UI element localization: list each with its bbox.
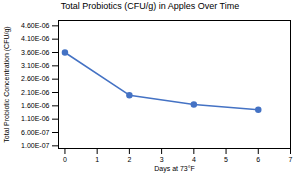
svg-text:7: 7 bbox=[289, 156, 293, 163]
svg-text:6: 6 bbox=[256, 156, 260, 163]
svg-text:1.60E-06: 1.60E-06 bbox=[21, 102, 50, 109]
svg-text:5: 5 bbox=[224, 156, 228, 163]
svg-text:1.00E-07: 1.00E-07 bbox=[21, 142, 50, 149]
svg-text:0: 0 bbox=[63, 156, 67, 163]
svg-text:2: 2 bbox=[127, 156, 131, 163]
svg-text:Total Probiotic Concentration: Total Probiotic Concentration (CFU/g) bbox=[3, 26, 11, 142]
svg-text:3: 3 bbox=[160, 156, 164, 163]
svg-text:4: 4 bbox=[192, 156, 196, 163]
svg-text:2.60E-06: 2.60E-06 bbox=[21, 75, 50, 82]
svg-text:1.10E-06: 1.10E-06 bbox=[21, 115, 50, 122]
svg-text:Days at 73°F: Days at 73°F bbox=[154, 165, 195, 173]
svg-text:4.10E-06: 4.10E-06 bbox=[21, 35, 50, 42]
svg-text:3.10E-06: 3.10E-06 bbox=[21, 62, 50, 69]
svg-text:2.10E-06: 2.10E-06 bbox=[21, 89, 50, 96]
svg-text:4.60E-06: 4.60E-06 bbox=[21, 22, 50, 29]
svg-text:6.00E-07: 6.00E-07 bbox=[21, 129, 50, 136]
html-text:Total Probiotics (CFU/g) in Ap: Total Probiotics (CFU/g) in Apples Over … bbox=[60, 1, 240, 11]
svg-text:1: 1 bbox=[95, 156, 99, 163]
svg-text:3.60E-06: 3.60E-06 bbox=[21, 49, 50, 56]
